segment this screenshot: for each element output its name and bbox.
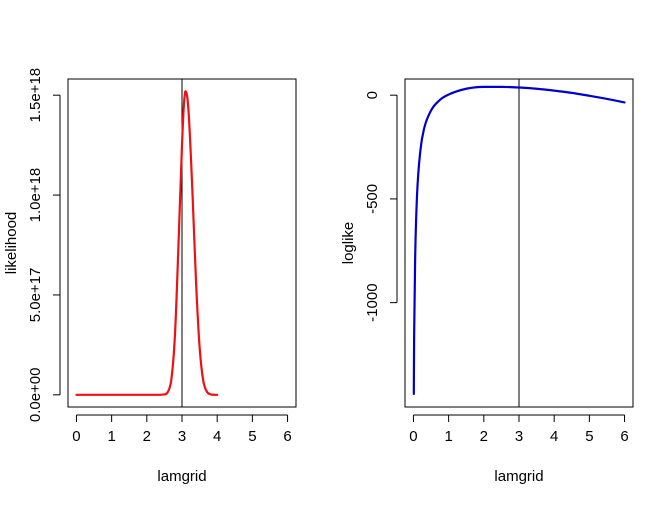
right-y-tick-label: -500: [364, 184, 381, 214]
right-x-tick-label: 3: [515, 428, 523, 445]
left-x-tick-label: 6: [283, 428, 291, 445]
left-x-axis-label: lamgrid: [157, 468, 206, 485]
left-y-tick-label: 5.0e+17: [27, 268, 44, 323]
left-x-tick-label: 3: [178, 428, 186, 445]
right-x-tick-label: 0: [409, 428, 417, 445]
right-series-line: [412, 85, 626, 396]
left-series-line: [75, 90, 219, 396]
left-x-tick-label: 2: [143, 428, 151, 445]
right-x-tick-label: 2: [480, 428, 488, 445]
left-y-axis-label: likelihood: [3, 212, 20, 275]
right-x-tick-label: 6: [620, 428, 628, 445]
right-x-tick-label: 4: [550, 428, 558, 445]
left-x-tick-label: 4: [213, 428, 221, 445]
right-y-axis-label: loglike: [340, 222, 357, 265]
left-y-tick-label: 0.0e+00: [27, 367, 44, 422]
right-x-tick-label: 5: [585, 428, 593, 445]
left-y-tick-label: 1.5e+18: [27, 68, 44, 123]
right-y-tick-label: -1000: [364, 283, 381, 321]
right-x-axis-label: lamgrid: [494, 468, 543, 485]
right-y-tick-label: 0: [364, 91, 381, 99]
left-x-tick-label: 1: [107, 428, 115, 445]
right-x-tick-label: 1: [444, 428, 452, 445]
left-x-tick-label: 5: [248, 428, 256, 445]
left-y-tick-label: 1.0e+18: [27, 168, 44, 223]
left-x-tick-label: 0: [72, 428, 80, 445]
